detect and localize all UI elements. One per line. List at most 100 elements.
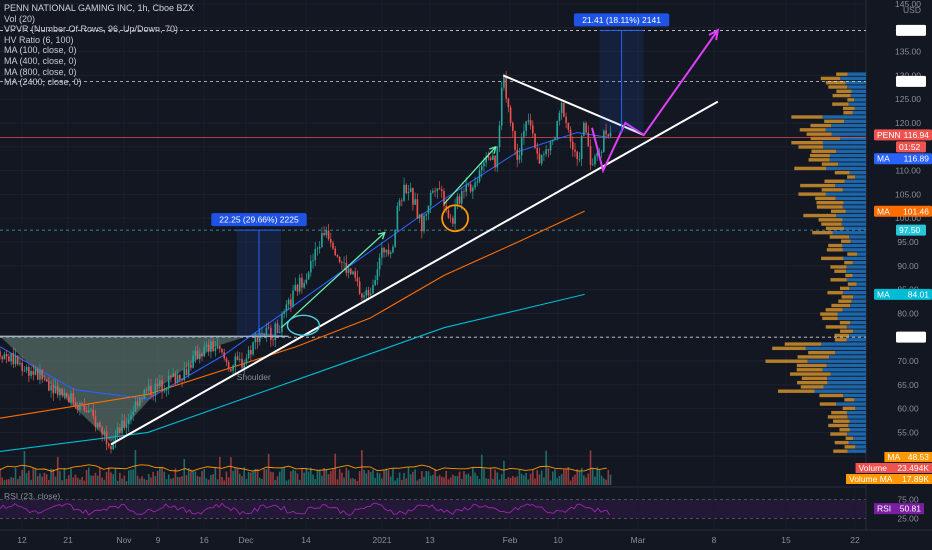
volume-bar	[394, 480, 396, 485]
legend-indicator[interactable]: MA (100, close, 0)	[4, 45, 77, 56]
legend-indicator[interactable]: MA (2400, close, 0)	[4, 77, 82, 88]
vpvr-bar-up	[807, 359, 866, 363]
candle-body	[374, 280, 376, 286]
vpvr-bar-up	[850, 303, 866, 308]
drawings[interactable]: 22.25 (29.66%) 2225 21.41 (18.11%) 2141 Sh…	[0, 13, 720, 446]
candle-body	[243, 363, 245, 368]
candle-body	[432, 190, 434, 193]
candle-body	[263, 333, 265, 335]
volume-bar	[263, 468, 265, 485]
volume-bar	[179, 477, 181, 485]
vpvr-bar-up	[842, 205, 866, 209]
candle-body	[183, 368, 186, 381]
candle-body	[16, 355, 19, 365]
candle-body	[443, 191, 445, 206]
vpvr-bar-down	[796, 368, 823, 372]
legend-indicator[interactable]: MA (800, close, 0)	[4, 66, 77, 77]
candle-body	[270, 327, 272, 340]
candle-body	[141, 397, 143, 399]
candle-body	[107, 443, 110, 447]
candle-body	[147, 385, 150, 391]
volume-bar	[338, 469, 341, 485]
volume-bar	[423, 476, 425, 485]
volume-bar	[214, 467, 217, 485]
candle-body	[583, 123, 585, 136]
vpvr-bar-down	[833, 419, 850, 423]
vpvr-bar-up	[837, 316, 866, 321]
vpvr-bar-up	[842, 308, 866, 312]
vpvr-bar-down	[830, 432, 848, 436]
legend-indicator[interactable]: Vol (20)	[4, 13, 36, 24]
volume-bar	[323, 467, 325, 485]
time-axis[interactable]: 12 21 Nov 9 16 Dec 14 2021 13 Feb 10 Mar 8 15 22	[17, 535, 860, 545]
candle-body	[281, 313, 283, 333]
candle-body	[187, 364, 190, 376]
candle-body	[159, 380, 161, 386]
price-tag-bg	[896, 75, 926, 87]
vpvr-bar-up	[848, 423, 866, 428]
candle-body	[254, 336, 257, 343]
volume-bar	[536, 470, 539, 485]
vpvr-bar-down	[844, 260, 853, 265]
volume-bar	[574, 474, 576, 485]
volume-tag-value: 17.89K	[902, 474, 929, 484]
vpvr-bar-up	[852, 111, 866, 115]
candle-body	[341, 261, 343, 263]
vpvr-bar-up	[823, 385, 866, 389]
volume-bar	[85, 469, 88, 485]
vpvr-bar-down	[816, 205, 843, 209]
legend-indicator[interactable]: MA (400, close, 0)	[4, 55, 77, 66]
candle-body	[225, 358, 228, 363]
candle-body	[369, 293, 372, 296]
vpvr-bar-down	[796, 363, 827, 368]
volume-bar	[267, 453, 270, 485]
volume-bar	[1, 477, 4, 485]
candle-body	[88, 410, 90, 413]
legend-indicator[interactable]: VPVR (Number Of Rows, 96, Up/Down, 70)	[4, 24, 179, 35]
volume-bar	[8, 479, 10, 485]
time-tick-label: 13	[425, 535, 435, 545]
vpvr-bar-up	[855, 406, 866, 411]
volume-bar	[554, 469, 556, 485]
candle-body	[216, 345, 219, 349]
volume-bar	[52, 469, 55, 485]
vpvr-bar-down	[825, 81, 846, 85]
candle-body	[349, 268, 352, 275]
vpvr-bar-up	[849, 170, 866, 175]
candle-body	[438, 188, 441, 190]
price-tags: MA 48.53 Volume 23.494K Volume MA 17.89K 139.4…	[846, 24, 932, 515]
volume-bar	[365, 473, 368, 485]
volume-bar	[456, 475, 459, 485]
volume-bar	[172, 478, 174, 485]
candle-body	[421, 214, 423, 232]
candle-body	[19, 363, 21, 365]
trendline	[110, 100, 719, 446]
volume-bar	[551, 471, 554, 485]
vpvr-bar-up	[854, 98, 866, 102]
vpvr-bar-down	[839, 428, 850, 432]
volume-bar	[48, 479, 50, 485]
volume-bar	[589, 450, 592, 485]
candle-body	[532, 125, 534, 134]
volume-bar	[369, 472, 372, 485]
volume-bar	[165, 479, 168, 485]
rsi-tag-bg	[874, 503, 924, 515]
candle-body	[529, 120, 532, 126]
candle-body	[549, 141, 552, 151]
candle-body	[207, 344, 210, 352]
head-shoulders-area	[0, 332, 289, 442]
vpvr-bar-up	[835, 350, 866, 355]
volume-bar	[578, 470, 581, 485]
legend-indicator[interactable]: HV Ratio (6, 100)	[4, 34, 74, 45]
volume-bar	[276, 476, 279, 485]
volume-bar	[34, 468, 37, 485]
volume-bar	[516, 476, 519, 485]
volume-bar	[50, 468, 52, 485]
volume-bar	[199, 476, 201, 485]
time-tick-label: 22	[850, 535, 860, 545]
candle-body	[114, 435, 117, 443]
volume-bar	[292, 469, 294, 485]
volume-bar	[278, 471, 281, 485]
vpvr-bar-down	[847, 252, 857, 256]
